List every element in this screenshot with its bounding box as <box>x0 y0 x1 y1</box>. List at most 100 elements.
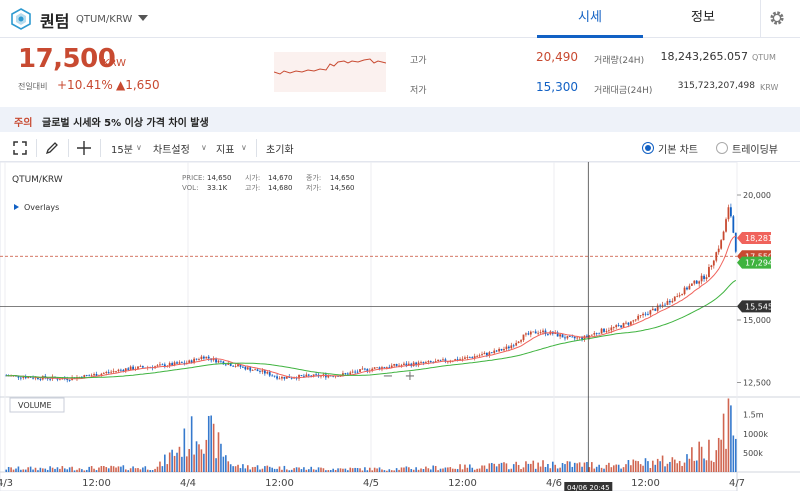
volume-bar <box>166 464 169 472</box>
candle-body <box>107 372 110 373</box>
crosshair-icon[interactable] <box>76 140 92 156</box>
volume-bar <box>195 441 198 472</box>
volume-bar <box>356 468 359 472</box>
candle-body <box>342 373 344 376</box>
candle-body <box>202 356 205 359</box>
candle-body <box>205 356 208 359</box>
chart-settings-button[interactable]: 차트설정 <box>153 145 190 156</box>
reset-button[interactable]: 초기화 <box>266 145 294 156</box>
candle-body <box>556 332 559 337</box>
candle-body <box>678 295 681 297</box>
volume-bar <box>315 469 317 472</box>
volume-label: VOLUME <box>18 401 52 410</box>
volume-bar <box>410 469 413 472</box>
gear-icon[interactable] <box>768 9 786 27</box>
candle-body <box>505 346 508 349</box>
volume-tick-label: 1000k <box>743 430 768 439</box>
y-tick-label: 15,000 <box>743 316 771 325</box>
volume-bar <box>378 467 381 472</box>
candle-body <box>17 375 20 378</box>
volume-bar <box>673 459 676 472</box>
candle-body <box>112 371 115 372</box>
tradingview-label[interactable]: 트레이딩뷰 <box>732 145 778 156</box>
volume-bar <box>705 460 708 472</box>
volume-bar <box>571 466 574 472</box>
volume-bar <box>556 468 559 472</box>
volume-bar <box>559 467 561 472</box>
candle-body <box>586 335 588 337</box>
volume-bar <box>695 460 698 472</box>
candle-body <box>605 330 608 332</box>
candle-body <box>220 360 222 362</box>
volume-bar <box>429 469 432 472</box>
volume-bar <box>298 467 300 472</box>
candle-body <box>437 359 439 362</box>
price-chart[interactable]: 4/3 12:00 4/4 12:00 4/5 12:00 4/6 12:00 4/7 20,00… <box>0 162 800 491</box>
volume-bar <box>266 465 269 472</box>
volume-bar <box>259 469 261 472</box>
volume-bar <box>129 468 132 472</box>
volume-bar <box>98 467 100 472</box>
candle-body <box>529 331 532 335</box>
volume-bar <box>205 439 208 472</box>
volume-bar <box>27 467 29 472</box>
candle-body <box>115 371 117 372</box>
candle-body <box>525 333 527 335</box>
candle-body <box>312 374 315 377</box>
tab-info[interactable]: 정보 <box>691 10 715 25</box>
tab-market[interactable]: 시세 <box>537 0 643 38</box>
candle-body <box>617 325 620 326</box>
candle-body <box>712 260 715 266</box>
volume-bar <box>325 470 327 472</box>
pair-dropdown-caret-icon[interactable] <box>138 15 148 21</box>
volume-bar <box>49 466 51 472</box>
tradingview-radio[interactable] <box>716 142 728 154</box>
coin-name: 퀀텀 <box>40 12 70 31</box>
volume-bar <box>605 464 608 472</box>
volume-bar <box>576 463 578 472</box>
candle-body <box>471 357 474 358</box>
volume-bar <box>608 462 610 472</box>
volume-bar <box>307 469 310 472</box>
volume-bar <box>717 437 720 472</box>
volume-bar <box>434 465 437 472</box>
candle-body <box>132 366 134 370</box>
volume-bar <box>598 464 600 472</box>
candle-body <box>510 345 513 349</box>
volume-bar <box>232 466 234 472</box>
volume-bar <box>366 470 369 472</box>
interval-select[interactable]: 15분 <box>111 145 133 156</box>
ma-long-line <box>6 279 737 379</box>
candle-body <box>727 207 730 220</box>
volume-bar <box>222 456 225 472</box>
volume-bar <box>227 461 230 472</box>
ohlc-readout-text: 14,650 <box>330 174 355 182</box>
volume-bar <box>254 466 256 472</box>
basic-chart-radio[interactable] <box>642 142 654 154</box>
volume-bar <box>600 467 603 472</box>
ohlc-readout-text: VOL: <box>182 184 198 192</box>
volume-bar <box>388 469 391 472</box>
candle-body <box>644 313 647 315</box>
candle-body <box>651 308 654 311</box>
volume-bar <box>722 413 725 472</box>
basic-chart-label[interactable]: 기본 차트 <box>658 145 698 156</box>
header: 퀀텀 QTUM/KRW 시세 정보 <box>0 0 800 38</box>
volume-bar <box>505 463 508 472</box>
candle-body <box>181 362 183 364</box>
volume-bar <box>281 469 283 472</box>
x-tick-label: 12:00 <box>265 478 294 489</box>
volume-bar <box>383 470 386 472</box>
volume-bar <box>347 470 349 472</box>
chart-toolbar: 15분 ∨ 차트설정 ∨ 지표 ∨ 초기화 기본 차트 트레이딩뷰 <box>0 134 800 162</box>
candle-body <box>163 364 166 367</box>
candle-body <box>156 365 159 367</box>
indicators-button[interactable]: 지표 <box>216 145 235 156</box>
candle-body <box>234 366 237 367</box>
pencil-icon[interactable] <box>44 140 60 156</box>
fullscreen-icon[interactable] <box>12 140 28 156</box>
candle-body <box>27 376 30 379</box>
candle-body <box>22 377 25 378</box>
volume-bar <box>544 466 547 472</box>
ohlc-readout-text: 14,650 <box>207 174 232 182</box>
